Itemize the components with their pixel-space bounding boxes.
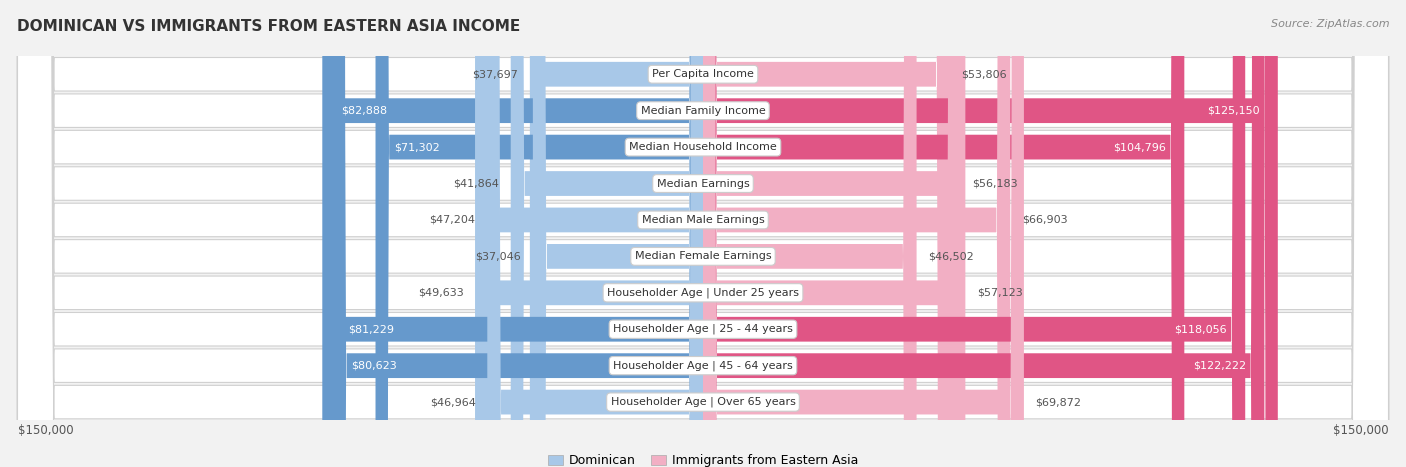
Text: $49,633: $49,633 (418, 288, 464, 298)
Text: $82,888: $82,888 (340, 106, 387, 116)
FancyBboxPatch shape (17, 0, 1389, 467)
FancyBboxPatch shape (703, 0, 962, 467)
Text: $41,864: $41,864 (453, 178, 499, 189)
Text: Median Household Income: Median Household Income (628, 142, 778, 152)
FancyBboxPatch shape (486, 0, 703, 467)
FancyBboxPatch shape (17, 0, 1389, 467)
FancyBboxPatch shape (322, 0, 703, 467)
Text: $37,697: $37,697 (472, 69, 519, 79)
FancyBboxPatch shape (17, 0, 1389, 467)
Text: $150,000: $150,000 (17, 424, 73, 437)
FancyBboxPatch shape (17, 0, 1389, 467)
Text: Median Family Income: Median Family Income (641, 106, 765, 116)
Text: $150,000: $150,000 (1333, 424, 1389, 437)
Text: $80,623: $80,623 (352, 361, 396, 371)
Text: $47,204: $47,204 (429, 215, 475, 225)
FancyBboxPatch shape (703, 0, 966, 467)
Text: $122,222: $122,222 (1192, 361, 1246, 371)
FancyBboxPatch shape (17, 0, 1389, 467)
FancyBboxPatch shape (17, 0, 1389, 467)
FancyBboxPatch shape (17, 0, 1389, 467)
FancyBboxPatch shape (17, 0, 1389, 467)
Text: Householder Age | 25 - 44 years: Householder Age | 25 - 44 years (613, 324, 793, 334)
Text: $81,229: $81,229 (349, 324, 394, 334)
Text: $71,302: $71,302 (394, 142, 440, 152)
FancyBboxPatch shape (703, 0, 1278, 467)
FancyBboxPatch shape (488, 0, 703, 467)
Text: Median Earnings: Median Earnings (657, 178, 749, 189)
FancyBboxPatch shape (703, 0, 950, 467)
FancyBboxPatch shape (703, 0, 1246, 467)
Text: $37,046: $37,046 (475, 251, 522, 262)
FancyBboxPatch shape (330, 0, 703, 467)
FancyBboxPatch shape (510, 0, 703, 467)
Text: Median Male Earnings: Median Male Earnings (641, 215, 765, 225)
FancyBboxPatch shape (333, 0, 703, 467)
FancyBboxPatch shape (703, 0, 917, 467)
Text: Householder Age | 45 - 64 years: Householder Age | 45 - 64 years (613, 361, 793, 371)
Text: $57,123: $57,123 (977, 288, 1022, 298)
Text: Source: ZipAtlas.com: Source: ZipAtlas.com (1271, 19, 1389, 28)
FancyBboxPatch shape (703, 0, 1184, 467)
Text: Per Capita Income: Per Capita Income (652, 69, 754, 79)
Text: $69,872: $69,872 (1035, 397, 1081, 407)
Text: Householder Age | Under 25 years: Householder Age | Under 25 years (607, 288, 799, 298)
Text: $125,150: $125,150 (1206, 106, 1260, 116)
FancyBboxPatch shape (703, 0, 1011, 467)
Text: DOMINICAN VS IMMIGRANTS FROM EASTERN ASIA INCOME: DOMINICAN VS IMMIGRANTS FROM EASTERN ASI… (17, 19, 520, 34)
Text: $46,502: $46,502 (928, 251, 974, 262)
Text: $46,964: $46,964 (430, 397, 475, 407)
Text: Householder Age | Over 65 years: Householder Age | Over 65 years (610, 397, 796, 407)
Text: Median Female Earnings: Median Female Earnings (634, 251, 772, 262)
Text: $118,056: $118,056 (1174, 324, 1227, 334)
FancyBboxPatch shape (703, 0, 1024, 467)
FancyBboxPatch shape (530, 0, 703, 467)
Text: $104,796: $104,796 (1114, 142, 1166, 152)
FancyBboxPatch shape (17, 0, 1389, 467)
Text: $53,806: $53,806 (962, 69, 1007, 79)
Text: $56,183: $56,183 (973, 178, 1018, 189)
FancyBboxPatch shape (375, 0, 703, 467)
Text: $66,903: $66,903 (1022, 215, 1067, 225)
FancyBboxPatch shape (17, 0, 1389, 467)
FancyBboxPatch shape (475, 0, 703, 467)
Legend: Dominican, Immigrants from Eastern Asia: Dominican, Immigrants from Eastern Asia (543, 449, 863, 467)
FancyBboxPatch shape (703, 0, 1264, 467)
FancyBboxPatch shape (533, 0, 703, 467)
